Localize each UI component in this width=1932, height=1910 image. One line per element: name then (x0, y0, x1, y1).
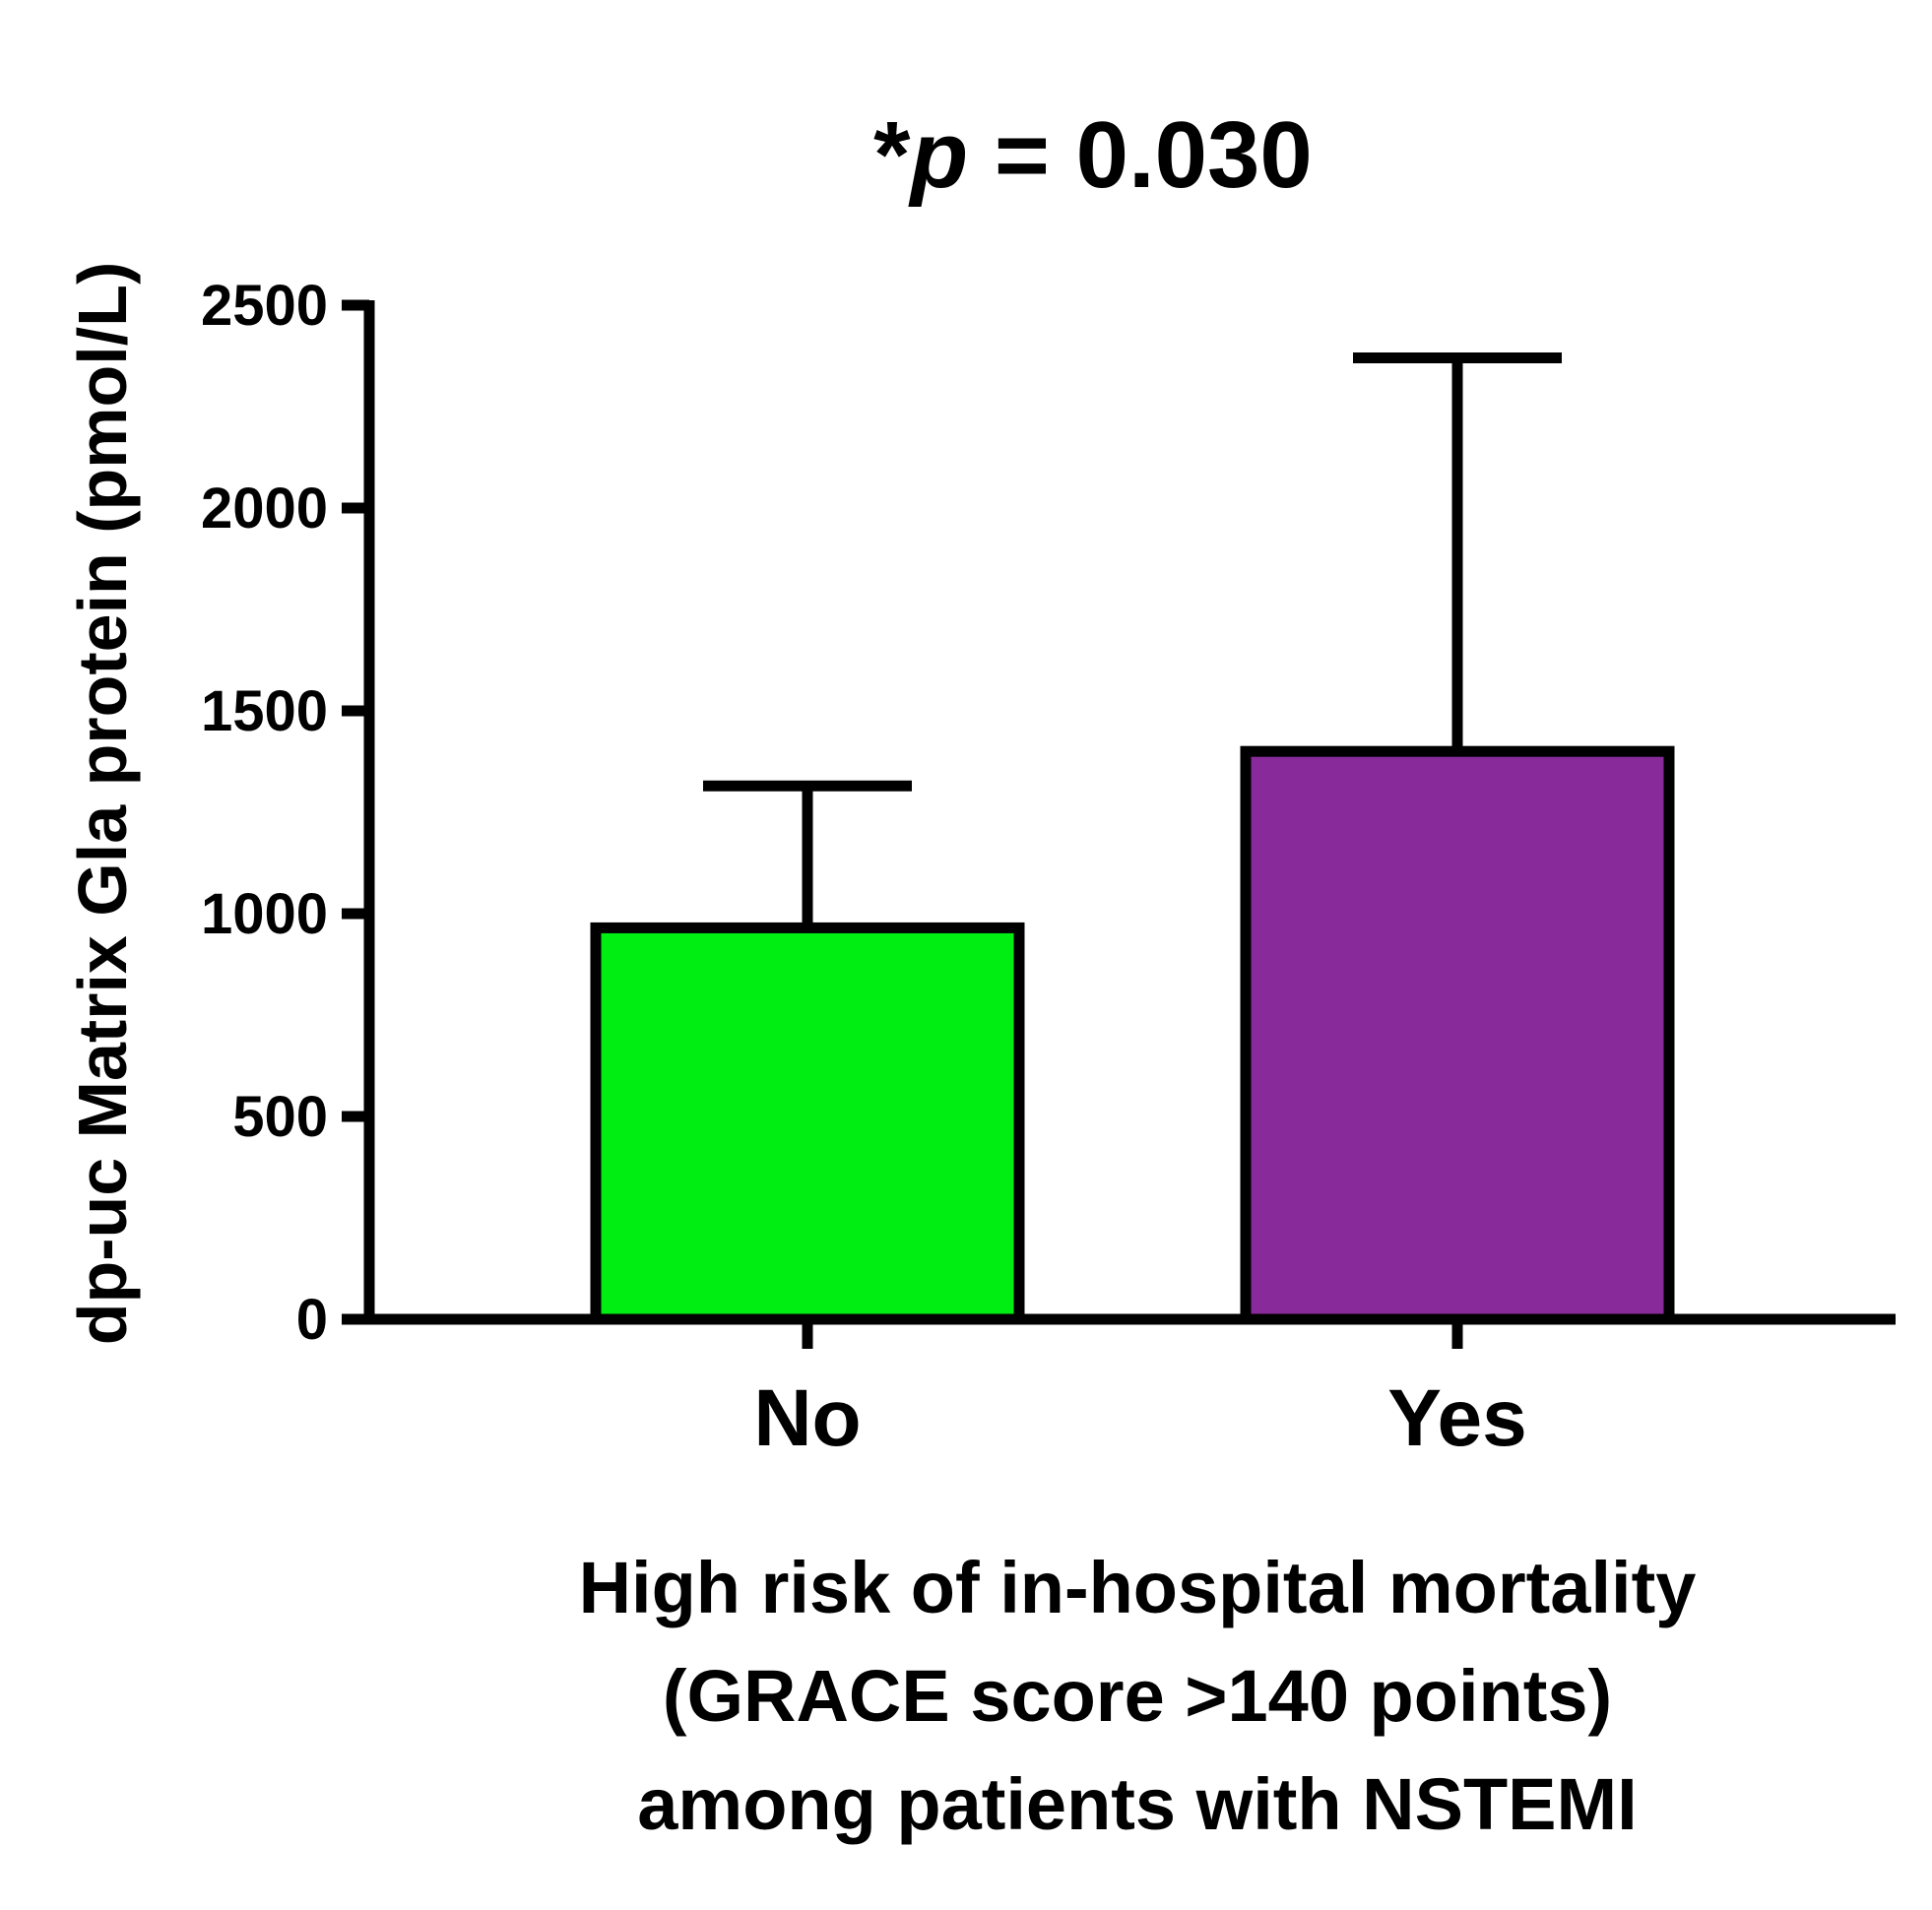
title-prefix: * (873, 102, 911, 208)
x-axis-label-line-3: among patients with NSTEMI (637, 1763, 1637, 1845)
axes-group (363, 300, 1896, 1325)
y-tick-label: 1000 (201, 882, 328, 946)
bar-no (590, 922, 1025, 1325)
error-bars-group (703, 352, 1562, 928)
y-tick-label: 1500 (201, 679, 328, 743)
y-ticks-group: 0 500 1000 1500 2000 2500 (201, 274, 369, 1352)
x-tick-label-yes: Yes (1387, 1373, 1526, 1463)
y-axis-label: dp-uc Matrix Gla protein (pmol/L) (64, 262, 141, 1346)
y-tick-label: 500 (232, 1085, 328, 1149)
x-axis-label: High risk of in-hospital mortality (GRAC… (579, 1547, 1697, 1845)
title-suffix: = 0.030 (968, 102, 1313, 208)
x-tick-label-no: No (753, 1373, 861, 1463)
chart-title-text: *p = 0.030 (873, 102, 1313, 208)
title-p-symbol: p (908, 102, 969, 208)
bar-yes (1240, 745, 1675, 1325)
x-axis-label-line-2: (GRACE score >140 points) (663, 1655, 1612, 1737)
chart-title: *p = 0.030 (873, 102, 1313, 208)
x-ticks-group: No Yes (753, 1319, 1527, 1463)
bars-group (590, 745, 1675, 1325)
y-tick-label: 0 (296, 1288, 328, 1352)
x-axis-label-line-1: High risk of in-hospital mortality (579, 1547, 1697, 1628)
y-tick-label: 2000 (201, 477, 328, 541)
y-tick-label: 2500 (201, 274, 328, 338)
